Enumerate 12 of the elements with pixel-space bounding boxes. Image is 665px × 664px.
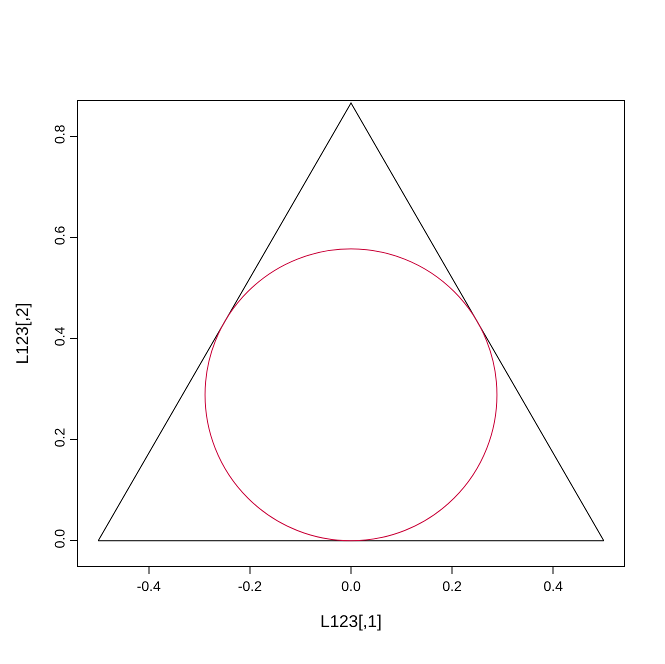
y-tick-label: 0.4 (51, 326, 68, 346)
y-tick-label: 0.0 (51, 528, 68, 548)
y-axis-title: L123[,2] (12, 302, 32, 364)
x-tick-label: -0.4 (136, 578, 162, 594)
y-tick-label: 0.2 (51, 428, 68, 448)
y-tick-label: 0.6 (51, 225, 68, 246)
x-tick-label: 0.0 (341, 578, 361, 594)
x-tick-label: 0.2 (442, 578, 462, 594)
x-axis-title: L123[,1] (320, 612, 382, 632)
x-tick-label: -0.2 (238, 578, 262, 594)
x-tick-label: 0.4 (543, 578, 564, 594)
y-tick-label: 0.8 (51, 124, 68, 144)
